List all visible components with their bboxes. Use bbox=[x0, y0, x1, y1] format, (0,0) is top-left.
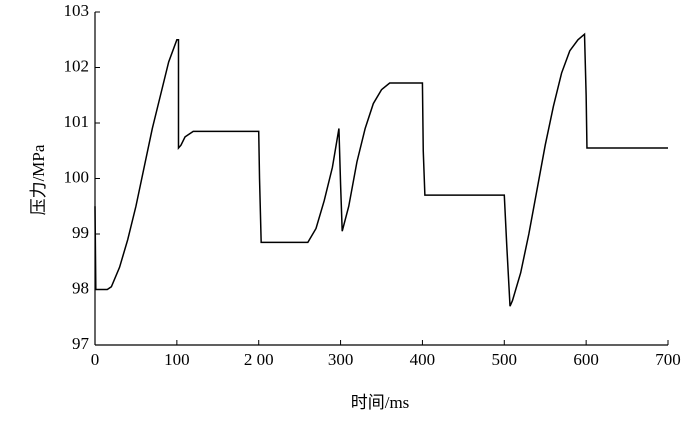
y-tick-label: 103 bbox=[64, 1, 90, 20]
y-tick-label: 98 bbox=[72, 278, 89, 297]
x-axis-label: 时间/ms bbox=[351, 393, 410, 412]
y-tick-label: 102 bbox=[64, 56, 90, 75]
y-axis-label: 压力/MPa bbox=[29, 144, 48, 215]
x-tick-label: 400 bbox=[410, 350, 436, 369]
x-tick-label: 700 bbox=[655, 350, 681, 369]
x-tick-label: 0 bbox=[91, 350, 100, 369]
x-tick-label: 300 bbox=[328, 350, 354, 369]
y-tick-label: 97 bbox=[72, 334, 90, 353]
x-tick-label: 100 bbox=[164, 350, 190, 369]
data-line bbox=[94, 32, 668, 307]
y-tick-label: 99 bbox=[72, 223, 89, 242]
x-tick-label: 600 bbox=[573, 350, 599, 369]
x-tick-label: 500 bbox=[492, 350, 518, 369]
x-tick-label: 2 00 bbox=[244, 350, 274, 369]
y-tick-label: 101 bbox=[64, 112, 90, 131]
y-tick-label: 100 bbox=[64, 167, 90, 186]
